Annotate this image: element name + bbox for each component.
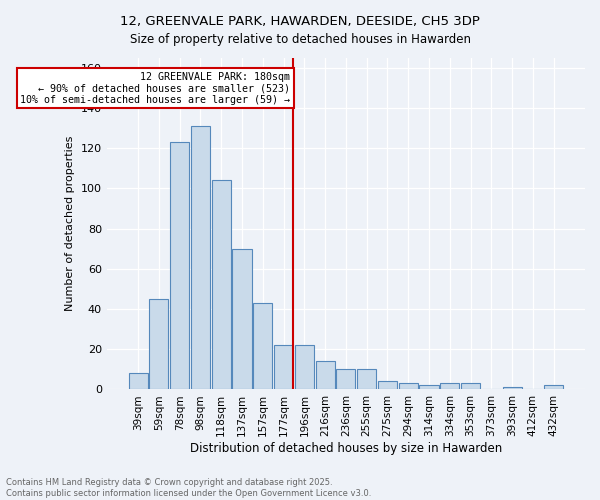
Bar <box>274 345 293 390</box>
Y-axis label: Number of detached properties: Number of detached properties <box>65 136 76 311</box>
Bar <box>149 299 169 390</box>
Bar <box>253 303 272 390</box>
Bar <box>212 180 231 390</box>
Bar <box>295 345 314 390</box>
Bar <box>440 384 460 390</box>
Text: 12 GREENVALE PARK: 180sqm
← 90% of detached houses are smaller (523)
10% of semi: 12 GREENVALE PARK: 180sqm ← 90% of detac… <box>20 72 290 105</box>
Text: Size of property relative to detached houses in Hawarden: Size of property relative to detached ho… <box>130 32 470 46</box>
X-axis label: Distribution of detached houses by size in Hawarden: Distribution of detached houses by size … <box>190 442 502 455</box>
Bar <box>399 384 418 390</box>
Bar <box>544 386 563 390</box>
Bar <box>316 362 335 390</box>
Bar <box>232 248 251 390</box>
Bar <box>191 126 210 390</box>
Bar <box>170 142 189 390</box>
Bar <box>128 374 148 390</box>
Bar <box>503 388 522 390</box>
Text: 12, GREENVALE PARK, HAWARDEN, DEESIDE, CH5 3DP: 12, GREENVALE PARK, HAWARDEN, DEESIDE, C… <box>120 15 480 28</box>
Bar <box>419 386 439 390</box>
Bar <box>357 370 376 390</box>
Bar <box>461 384 480 390</box>
Bar <box>378 382 397 390</box>
Text: Contains HM Land Registry data © Crown copyright and database right 2025.
Contai: Contains HM Land Registry data © Crown c… <box>6 478 371 498</box>
Bar <box>337 370 355 390</box>
